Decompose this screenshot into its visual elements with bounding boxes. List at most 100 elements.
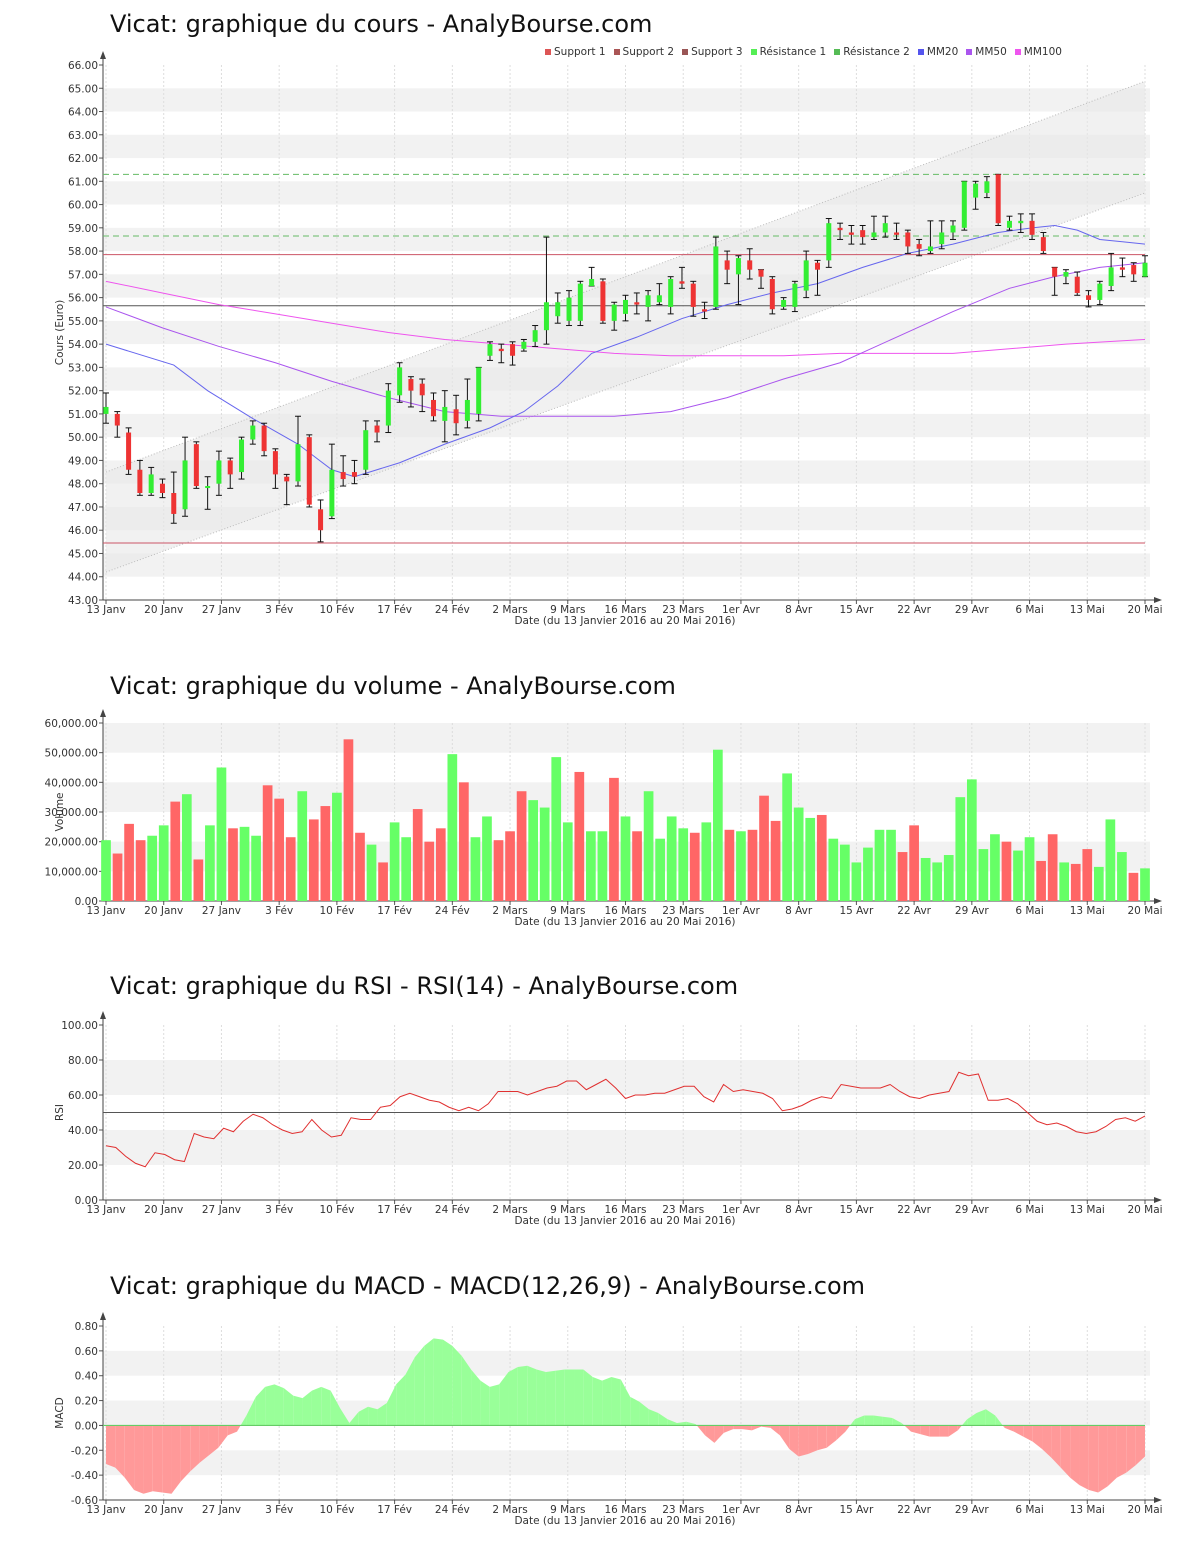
volume-bar [332, 792, 342, 901]
y-tick-label: 20.00 [68, 1160, 98, 1172]
macd-positive-area [882, 1416, 893, 1426]
y-tick-label: 40,000.00 [45, 777, 98, 789]
y-tick-label: 51.00 [68, 409, 98, 421]
legend-swatch [613, 49, 620, 55]
volume-bar [586, 831, 596, 901]
x-tick-label: 22 Avr [897, 1204, 931, 1216]
macd-negative-area [714, 1425, 724, 1443]
volume-bar [181, 794, 192, 901]
candle [735, 255, 742, 306]
candle-body [250, 425, 256, 440]
y-tick-label: 52.00 [68, 386, 98, 398]
x-tick-label: 2 Mars [492, 604, 527, 616]
candle [486, 341, 493, 361]
candle [803, 250, 810, 299]
volume-bar [412, 809, 423, 901]
y-tick-label: -0.20 [71, 1445, 98, 1457]
x-tick-label: 15 Avr [839, 604, 873, 616]
trend-channel-lower [105, 192, 1146, 573]
macd-negative-area [845, 1425, 851, 1432]
candle [859, 225, 866, 245]
candle-body [724, 260, 730, 270]
volume-bar [343, 739, 354, 901]
y-tick-label: 63.00 [68, 130, 98, 142]
y-tick-label: 66.00 [68, 60, 98, 72]
x-tick-label: 13 Janv [86, 905, 125, 917]
volume-bar [701, 822, 712, 901]
candle-body [611, 304, 617, 321]
volume-bar [366, 844, 377, 901]
candle [1108, 252, 1115, 292]
y-tick-label: -0.60 [71, 1495, 98, 1507]
candle-body [442, 406, 448, 421]
candle-body [284, 476, 290, 482]
candle [983, 176, 990, 199]
volume-bar [851, 862, 862, 901]
candle-body [634, 302, 640, 305]
candle [464, 378, 471, 429]
price-chart: 43.00 44.00 45.00 46.00 47.00 48.00 49.00 50.00… [54, 51, 1163, 627]
x-tick-label: 8 Avr [785, 1504, 813, 1516]
macd-negative-area [742, 1425, 752, 1431]
volume-bar [516, 791, 527, 901]
macd-negative-area [1070, 1425, 1080, 1486]
y-tick-label: 60.00 [68, 1090, 98, 1102]
macd-positive-area [667, 1419, 677, 1426]
macd-negative-area [218, 1425, 228, 1448]
volume-bar [713, 749, 723, 901]
volume-bar [308, 819, 319, 901]
volume-bar [424, 841, 435, 901]
candle [532, 325, 539, 347]
volume-bar [147, 835, 158, 901]
macd-positive-area [461, 1355, 472, 1426]
candle [509, 341, 516, 366]
volume-bar [932, 862, 943, 901]
volume-bar [562, 822, 573, 901]
candle [916, 238, 923, 257]
candle [362, 420, 369, 475]
candle [1051, 266, 1058, 296]
volume-bar [632, 831, 642, 901]
macd-positive-area [265, 1384, 275, 1426]
macd-negative-area [761, 1425, 771, 1428]
macd-negative-area [808, 1425, 818, 1455]
y-axis-arrow [100, 1312, 106, 1320]
y-tick-label: 43.00 [68, 595, 98, 607]
legend-swatch [917, 49, 924, 55]
macd-positive-area [246, 1396, 256, 1426]
y-axis-arrow [100, 51, 106, 59]
price-chart-title: Vicat: graphique du cours - AnalyBourse.… [110, 10, 653, 38]
volume-bar [389, 822, 400, 901]
rsi-line [105, 1071, 1146, 1168]
y-tick-label: 44.00 [68, 572, 98, 584]
x-axis-title: Date (du 13 Janvier 2016 au 20 Mai 2016) [514, 1215, 735, 1227]
macd-negative-area [1079, 1425, 1089, 1491]
candle [1017, 213, 1024, 233]
y-tick-label: 0.20 [75, 1396, 98, 1408]
macd-positive-area [527, 1365, 537, 1426]
x-tick-label: 8 Avr [785, 604, 813, 616]
candle-body [623, 299, 628, 314]
macd-negative-area [237, 1425, 241, 1432]
volume-bar [863, 847, 873, 901]
volume-bar [1024, 837, 1035, 901]
macd-negative-area [1002, 1425, 1005, 1428]
candle [430, 392, 437, 422]
volume-bar [1082, 849, 1093, 901]
x-tick-label: 29 Avr [955, 1504, 989, 1516]
candle-body [363, 430, 369, 470]
x-axis-title: Date (du 13 Janvier 2016 au 20 Mai 2016) [514, 615, 735, 627]
macd-positive-area [424, 1338, 434, 1426]
legend-swatch [966, 49, 973, 55]
candle [746, 248, 753, 280]
candle-body [1086, 295, 1092, 300]
candle [215, 450, 222, 496]
x-tick-label: 20 Janv [144, 604, 183, 616]
candle-body [668, 279, 674, 307]
candle-body [171, 493, 177, 514]
x-tick-label: 20 Janv [144, 1504, 183, 1516]
candle [543, 236, 550, 345]
legend-item: Résistance 2 [834, 46, 910, 58]
candle [294, 415, 301, 487]
volume-bar [990, 834, 1000, 901]
